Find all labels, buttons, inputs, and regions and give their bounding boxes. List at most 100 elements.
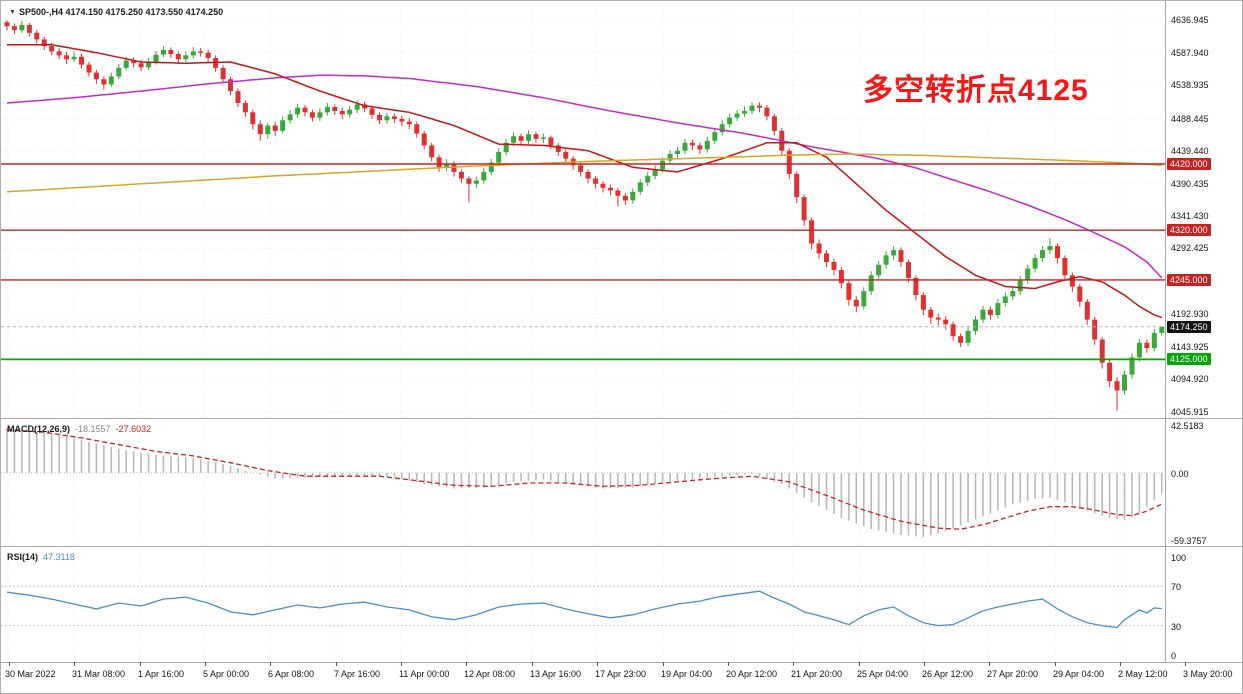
candle-body xyxy=(555,145,561,152)
macd-main-value: -18.1557 xyxy=(75,424,111,434)
candle-body xyxy=(429,145,435,158)
candle-body xyxy=(384,116,390,121)
candle-body xyxy=(79,56,84,65)
price-axis-label: 4488.445 xyxy=(1171,114,1209,124)
time-axis-label: 17 Apr 23:00 xyxy=(595,669,647,679)
time-axis-tick xyxy=(532,662,533,666)
candle-body xyxy=(809,220,815,244)
time-axis-tick xyxy=(466,662,467,666)
time-axis-label: 21 Apr 20:00 xyxy=(791,669,843,679)
candle-body xyxy=(458,171,464,179)
candle-body xyxy=(943,319,949,325)
candle-body xyxy=(749,105,755,111)
candle-body xyxy=(816,243,822,254)
candle-body xyxy=(533,134,539,139)
symbol-dropdown-icon[interactable]: ▼ xyxy=(9,9,16,16)
time-axis-tick xyxy=(859,662,860,666)
candle-body xyxy=(205,52,211,58)
candle-body xyxy=(1129,357,1135,375)
candle-body xyxy=(503,142,509,153)
price-axis-label: 4292.425 xyxy=(1171,243,1209,253)
candle-body xyxy=(1099,339,1105,363)
candle-body xyxy=(1092,319,1098,340)
ma-orange-mid xyxy=(6,153,1162,193)
candle-body xyxy=(578,165,584,172)
candle-body xyxy=(4,22,10,27)
time-axis-label: 20 Apr 12:00 xyxy=(726,669,778,679)
candle-body xyxy=(682,142,688,151)
candle-body xyxy=(1084,301,1090,320)
candle-body xyxy=(868,275,874,292)
time-axis-label: 1 Apr 16:00 xyxy=(138,669,185,679)
symbol-info: ▼ SP500-,H4 4174.150 4175.250 4173.550 41… xyxy=(9,7,223,17)
candle-body xyxy=(1077,286,1083,302)
candle-body xyxy=(153,54,159,62)
candle-body xyxy=(615,190,621,196)
candle-body xyxy=(93,72,99,80)
candle-body xyxy=(436,157,442,168)
candle-body xyxy=(242,103,248,113)
candle-body xyxy=(645,175,651,183)
candle-body xyxy=(727,117,733,125)
candle-body xyxy=(332,107,338,111)
time-axis-tick xyxy=(924,662,925,666)
candle-body xyxy=(935,317,941,320)
candle-body xyxy=(406,121,412,125)
price-axis-label: 4143.925 xyxy=(1171,342,1209,352)
time-axis-label: 11 Apr 00:00 xyxy=(399,669,450,679)
candle-body xyxy=(131,60,137,64)
candle-body xyxy=(1055,246,1060,258)
candle-body xyxy=(11,26,17,31)
candle-body xyxy=(1025,268,1031,280)
candle-body xyxy=(1069,275,1075,287)
candle-body xyxy=(585,171,591,179)
candle-body xyxy=(444,164,450,168)
rsi-value: 47.3118 xyxy=(43,552,75,562)
rsi-line xyxy=(6,590,1162,629)
main-chart[interactable] xyxy=(1,5,1165,417)
candle-body xyxy=(689,142,695,146)
time-axis-tick xyxy=(336,662,337,666)
macd-chart[interactable] xyxy=(1,421,1165,545)
price-axis-label: 4045.915 xyxy=(1171,407,1209,417)
ma-red-fast xyxy=(7,43,1163,319)
ma-magenta-slow xyxy=(6,74,1163,279)
candle-body xyxy=(280,120,286,131)
macd-axis-label: -59.3757 xyxy=(1171,536,1207,546)
candle-body xyxy=(1114,381,1120,391)
time-axis-tick xyxy=(9,662,10,666)
panel-separator xyxy=(1,546,1242,547)
candle-body xyxy=(168,50,174,54)
candle-body xyxy=(742,111,748,114)
time-axis-label: 13 Apr 16:00 xyxy=(530,669,582,679)
candle-body xyxy=(250,112,256,125)
candle-body xyxy=(473,180,479,184)
candle-body xyxy=(101,79,107,85)
candle-body xyxy=(466,178,472,184)
candle-body xyxy=(824,253,829,262)
candle-body xyxy=(1122,374,1127,391)
candle-body xyxy=(488,162,494,172)
candle-body xyxy=(198,51,204,53)
macd-signal-line xyxy=(6,429,1163,530)
price-axis[interactable]: 4636.945 4587.940 4538.935 4488.445 4439.440… xyxy=(1166,1,1242,662)
candle-body xyxy=(794,173,800,198)
candle-body xyxy=(265,125,271,135)
candle-body xyxy=(1002,296,1008,303)
candle-body xyxy=(861,291,867,307)
rsi-axis-label: 70 xyxy=(1171,582,1182,592)
time-axis[interactable]: 30 Mar 2022 31 Mar 08:00 1 Apr 16:00 5 Apr … xyxy=(1,662,1242,693)
candle-body xyxy=(950,324,956,337)
time-axis-tick xyxy=(401,662,402,666)
price-level-tag: 4125.000 xyxy=(1167,353,1211,365)
candle-body xyxy=(369,108,375,115)
time-axis-tick xyxy=(270,662,271,666)
candle-body xyxy=(712,132,718,141)
macd-signal-value: -27.6032 xyxy=(115,424,152,434)
time-axis-tick xyxy=(793,662,794,666)
candle-body xyxy=(1047,246,1053,251)
candle-body xyxy=(377,115,382,121)
rsi-chart[interactable] xyxy=(1,549,1165,661)
candle-body xyxy=(257,124,263,135)
candle-body xyxy=(891,250,897,256)
